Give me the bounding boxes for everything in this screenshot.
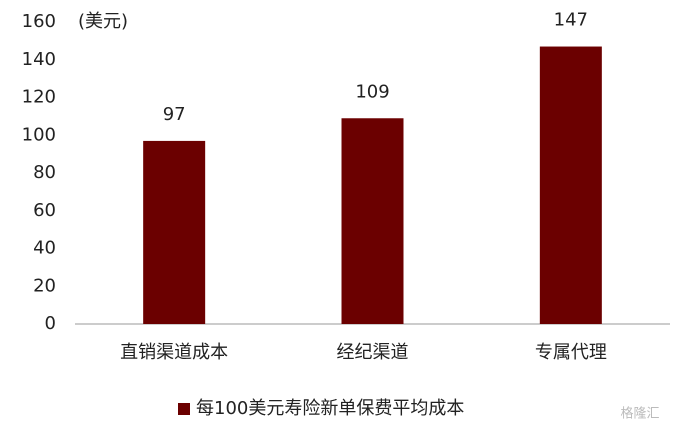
y-tick-label: 80	[33, 162, 56, 183]
y-tick-label: 60	[33, 200, 56, 221]
y-tick-label: 140	[22, 49, 56, 70]
y-tick-label: 160	[22, 11, 56, 32]
y-tick-label: 120	[22, 87, 56, 108]
y-tick-label: 40	[33, 238, 56, 259]
x-tick-label: 专属代理	[535, 342, 607, 363]
y-tick-label: 100	[22, 124, 56, 145]
x-tick-label: 直销渠道成本	[120, 342, 228, 363]
bar	[143, 140, 206, 324]
y-tick-label: 20	[33, 275, 56, 296]
x-tick-label: 经纪渠道	[337, 342, 409, 363]
value-label: 147	[554, 10, 588, 31]
y-tick-label: 0	[45, 313, 56, 334]
legend-swatch	[178, 403, 190, 415]
bar	[539, 46, 602, 324]
value-label: 109	[355, 81, 389, 102]
watermark: 格隆汇	[620, 406, 659, 422]
value-label: 97	[163, 104, 186, 125]
legend-label: 每100美元寿险新单保费平均成本	[196, 398, 464, 419]
bar	[341, 118, 404, 324]
unit-label: (美元)	[78, 11, 128, 32]
